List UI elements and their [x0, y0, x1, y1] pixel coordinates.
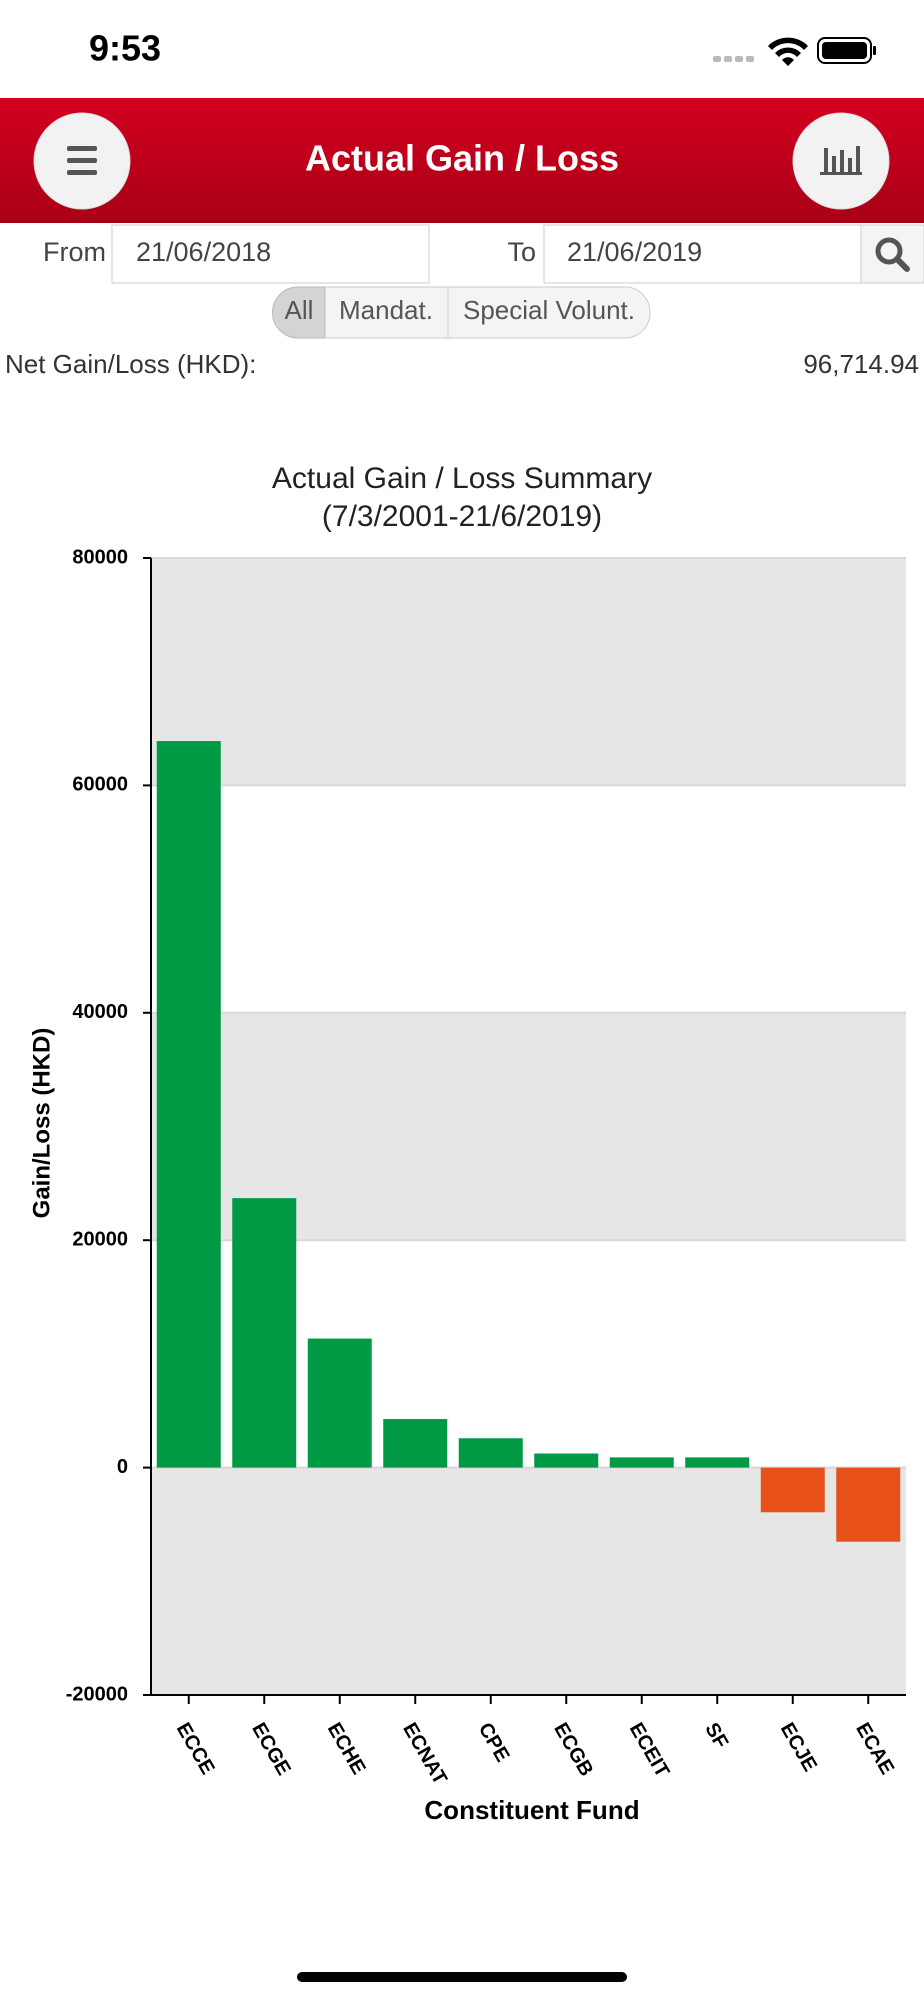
- y-axis-title: Gain/Loss (HKD): [28, 1028, 55, 1219]
- bar: [307, 1338, 372, 1468]
- search-button[interactable]: [860, 224, 924, 284]
- bar: [836, 1467, 901, 1542]
- y-tick-label: 60000: [72, 774, 128, 796]
- x-axis-title: Constituent Fund: [424, 1795, 639, 1825]
- x-tick-label: SF: [700, 1719, 732, 1752]
- x-tick-label: CPE: [474, 1719, 514, 1766]
- x-tick-label: ECAE: [851, 1719, 898, 1778]
- header-title: Actual Gain / Loss: [305, 138, 619, 179]
- bar: [685, 1457, 750, 1468]
- segment[interactable]: Special Volunt.: [463, 295, 635, 325]
- x-tick-label: ECCE: [172, 1719, 219, 1778]
- to-label: To: [507, 237, 536, 267]
- status-time: 9:53: [89, 28, 161, 69]
- x-tick-label: ECNAT: [398, 1719, 451, 1788]
- bar: [534, 1453, 599, 1468]
- from-label: From: [43, 237, 106, 267]
- y-tick-label: -20000: [66, 1683, 128, 1705]
- y-tick-label: 20000: [72, 1228, 128, 1250]
- y-tick-label: 0: [117, 1456, 128, 1478]
- y-tick-label: 80000: [72, 546, 128, 568]
- net-label: Net Gain/Loss (HKD):: [5, 349, 256, 379]
- home-indicator: [297, 1972, 627, 1982]
- bar: [609, 1457, 674, 1468]
- chart-button[interactable]: [792, 112, 890, 210]
- x-tick-label: ECJE: [776, 1719, 821, 1775]
- bar: [760, 1467, 825, 1513]
- to-date[interactable]: 21/06/2019: [567, 237, 702, 267]
- chart-subtitle: (7/3/2001-21/6/2019): [322, 500, 602, 533]
- x-tick-label: ECHE: [323, 1719, 370, 1778]
- segment[interactable]: Mandat.: [339, 295, 433, 325]
- net-value: 96,714.94: [803, 349, 919, 379]
- x-tick-label: ECEIT: [625, 1719, 674, 1781]
- plot-band: [151, 558, 906, 786]
- to-input[interactable]: [543, 224, 862, 284]
- bar: [383, 1419, 448, 1468]
- bar: [458, 1438, 523, 1468]
- x-tick-label: ECGB: [549, 1719, 597, 1780]
- header-bar: [0, 98, 924, 223]
- status-icons: [713, 37, 876, 66]
- from-date[interactable]: 21/06/2018: [136, 237, 271, 267]
- segment[interactable]: All: [285, 295, 314, 325]
- y-tick-label: 40000: [72, 1001, 128, 1023]
- x-tick-label: ECGE: [247, 1719, 294, 1779]
- bar: [156, 741, 221, 1468]
- menu-button[interactable]: [33, 112, 131, 210]
- bar: [232, 1198, 297, 1468]
- from-input[interactable]: [111, 224, 430, 284]
- chart-title: Actual Gain / Loss Summary: [272, 462, 652, 495]
- segment-selected: [272, 286, 326, 339]
